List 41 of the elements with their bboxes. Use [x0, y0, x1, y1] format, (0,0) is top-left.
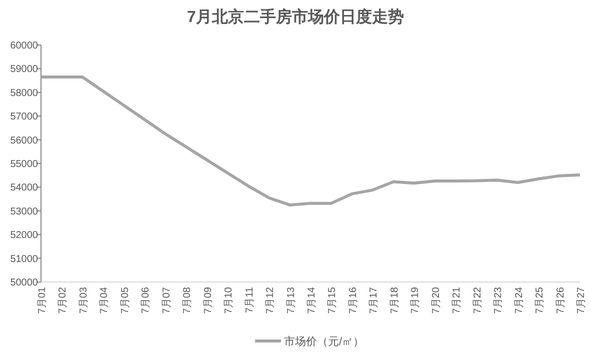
x-tick-label: 7月25: [534, 286, 546, 314]
x-tick-label: 7月09: [202, 286, 214, 314]
y-tick-label: 54000: [10, 182, 38, 194]
x-tick-label: 7月05: [120, 286, 131, 314]
x-tick-label: 7月13: [286, 286, 297, 314]
chart-title: 7月北京二手房市场价日度走势: [187, 7, 404, 26]
x-tick-label: 7月26: [555, 286, 566, 314]
x-tick-label: 7月08: [182, 286, 194, 314]
x-tick-label: 7月19: [410, 286, 422, 314]
x-tick-label: 7月07: [161, 286, 172, 314]
x-tick-label: 7月24: [514, 286, 525, 314]
x-tick-label: 7月03: [78, 286, 90, 314]
y-tick-label: 52000: [10, 230, 38, 242]
x-tick-label: 7月01: [37, 286, 48, 314]
x-tick-label: 7月14: [306, 286, 318, 314]
x-tick-label: 7月11: [244, 286, 256, 313]
line-series: [40, 75, 582, 206]
x-tick-label: 7月10: [224, 286, 235, 314]
x-tick-label: 7月20: [430, 286, 442, 314]
x-tick-label: 7月21: [452, 286, 463, 314]
x-tick-label: 7月02: [58, 286, 69, 314]
x-tick-label: 7月16: [348, 286, 359, 314]
x-tick-label: 7月22: [472, 286, 484, 314]
x-tick-label: 7月27: [576, 286, 587, 314]
x-tick-label: 7月04: [99, 286, 110, 314]
y-tick-label: 60000: [10, 40, 38, 52]
x-tick-label: 7月18: [389, 286, 400, 314]
x-tick-label: 7月15: [327, 286, 338, 314]
y-tick-label: 55000: [10, 159, 38, 170]
x-tick-label: 7月06: [140, 286, 152, 314]
y-tick-label: 59000: [10, 64, 38, 76]
y-tick-label: 57000: [10, 112, 38, 123]
x-tick-label: 7月23: [493, 286, 504, 314]
y-tick-label: 53000: [10, 206, 38, 218]
y-tick-label: 56000: [10, 135, 38, 146]
y-tick-label: 51000: [10, 254, 38, 265]
x-tick-label: 7月17: [368, 286, 380, 314]
y-tick-label: 50000: [10, 278, 38, 288]
y-tick-label: 58000: [10, 88, 38, 99]
legend-label: 市场价（元/㎡）: [284, 334, 364, 348]
x-tick-label: 7月12: [265, 286, 276, 314]
